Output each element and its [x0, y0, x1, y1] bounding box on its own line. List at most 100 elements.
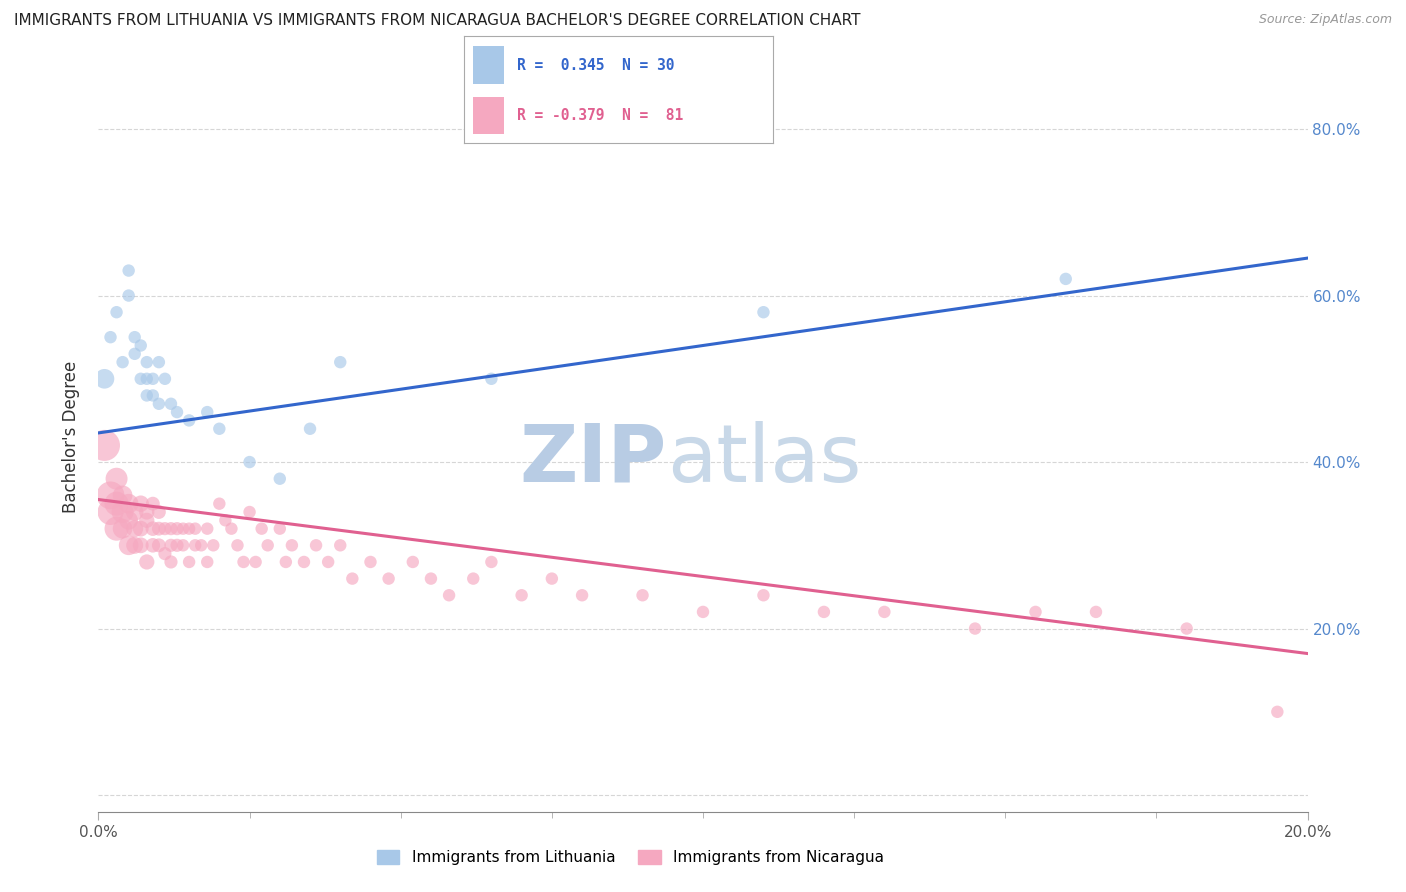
Point: [631, 588, 654, 602]
Point: [93, 372, 115, 386]
Point: [402, 555, 425, 569]
Point: [540, 572, 562, 586]
Point: [1085, 605, 1108, 619]
Text: atlas: atlas: [666, 420, 860, 499]
Point: [1267, 705, 1289, 719]
Point: [377, 572, 399, 586]
Point: [208, 497, 231, 511]
Point: [124, 505, 146, 519]
Point: [148, 355, 170, 369]
Point: [118, 538, 141, 552]
Point: [195, 405, 218, 419]
Point: [135, 505, 157, 519]
Bar: [474, 96, 505, 134]
Point: [813, 605, 835, 619]
Point: [463, 572, 485, 586]
Point: [329, 538, 352, 552]
Point: [873, 605, 896, 619]
Point: [111, 355, 134, 369]
Point: [105, 472, 128, 486]
Point: [420, 572, 443, 586]
Point: [142, 388, 165, 402]
Point: [111, 522, 134, 536]
Point: [269, 522, 291, 536]
Point: [437, 588, 460, 602]
Point: [166, 538, 188, 552]
Point: [965, 622, 987, 636]
Point: [124, 538, 146, 552]
Point: [118, 263, 141, 277]
Point: [129, 372, 152, 386]
Point: [1024, 605, 1046, 619]
Point: [184, 538, 207, 552]
Point: [1175, 622, 1198, 636]
Point: [245, 555, 267, 569]
Point: [129, 522, 152, 536]
Point: [274, 555, 297, 569]
Point: [195, 522, 218, 536]
Point: [93, 438, 115, 452]
Point: [111, 505, 134, 519]
Point: [129, 538, 152, 552]
Point: [153, 372, 176, 386]
Point: [124, 522, 146, 536]
Point: [135, 388, 157, 402]
Point: [172, 538, 194, 552]
Point: [118, 513, 141, 527]
Point: [250, 522, 273, 536]
Point: [226, 538, 249, 552]
Point: [135, 513, 157, 527]
Point: [292, 555, 315, 569]
Point: [221, 522, 243, 536]
Point: [299, 422, 322, 436]
Point: [269, 472, 291, 486]
Point: [202, 538, 225, 552]
Text: ZIP: ZIP: [519, 420, 666, 499]
Point: [692, 605, 714, 619]
Point: [105, 305, 128, 319]
Point: [100, 330, 122, 344]
Point: [105, 522, 128, 536]
Point: [208, 422, 231, 436]
Text: Source: ZipAtlas.com: Source: ZipAtlas.com: [1258, 13, 1392, 27]
Point: [124, 347, 146, 361]
Point: [142, 497, 165, 511]
Point: [100, 505, 122, 519]
Point: [179, 522, 201, 536]
Point: [510, 588, 533, 602]
Point: [172, 522, 194, 536]
Point: [153, 547, 176, 561]
Point: [160, 538, 183, 552]
Point: [481, 372, 503, 386]
Point: [124, 330, 146, 344]
Point: [160, 397, 183, 411]
Point: [281, 538, 304, 552]
Point: [1054, 272, 1077, 286]
Legend: Immigrants from Lithuania, Immigrants from Nicaragua: Immigrants from Lithuania, Immigrants fr…: [370, 844, 890, 871]
Point: [142, 538, 165, 552]
Y-axis label: Bachelor's Degree: Bachelor's Degree: [62, 361, 80, 513]
Point: [105, 497, 128, 511]
Point: [135, 555, 157, 569]
Point: [305, 538, 328, 552]
Point: [316, 555, 339, 569]
Bar: [474, 46, 505, 84]
Point: [153, 522, 176, 536]
Point: [752, 305, 775, 319]
Point: [148, 522, 170, 536]
Point: [118, 288, 141, 302]
Point: [752, 588, 775, 602]
Point: [148, 397, 170, 411]
Point: [118, 497, 141, 511]
Point: [135, 372, 157, 386]
Point: [190, 538, 212, 552]
Point: [166, 405, 188, 419]
Point: [342, 572, 364, 586]
Point: [111, 488, 134, 502]
Point: [195, 555, 218, 569]
Point: [239, 505, 262, 519]
Point: [329, 355, 352, 369]
Point: [166, 522, 188, 536]
Point: [148, 505, 170, 519]
Text: R = -0.379  N =  81: R = -0.379 N = 81: [516, 108, 683, 123]
